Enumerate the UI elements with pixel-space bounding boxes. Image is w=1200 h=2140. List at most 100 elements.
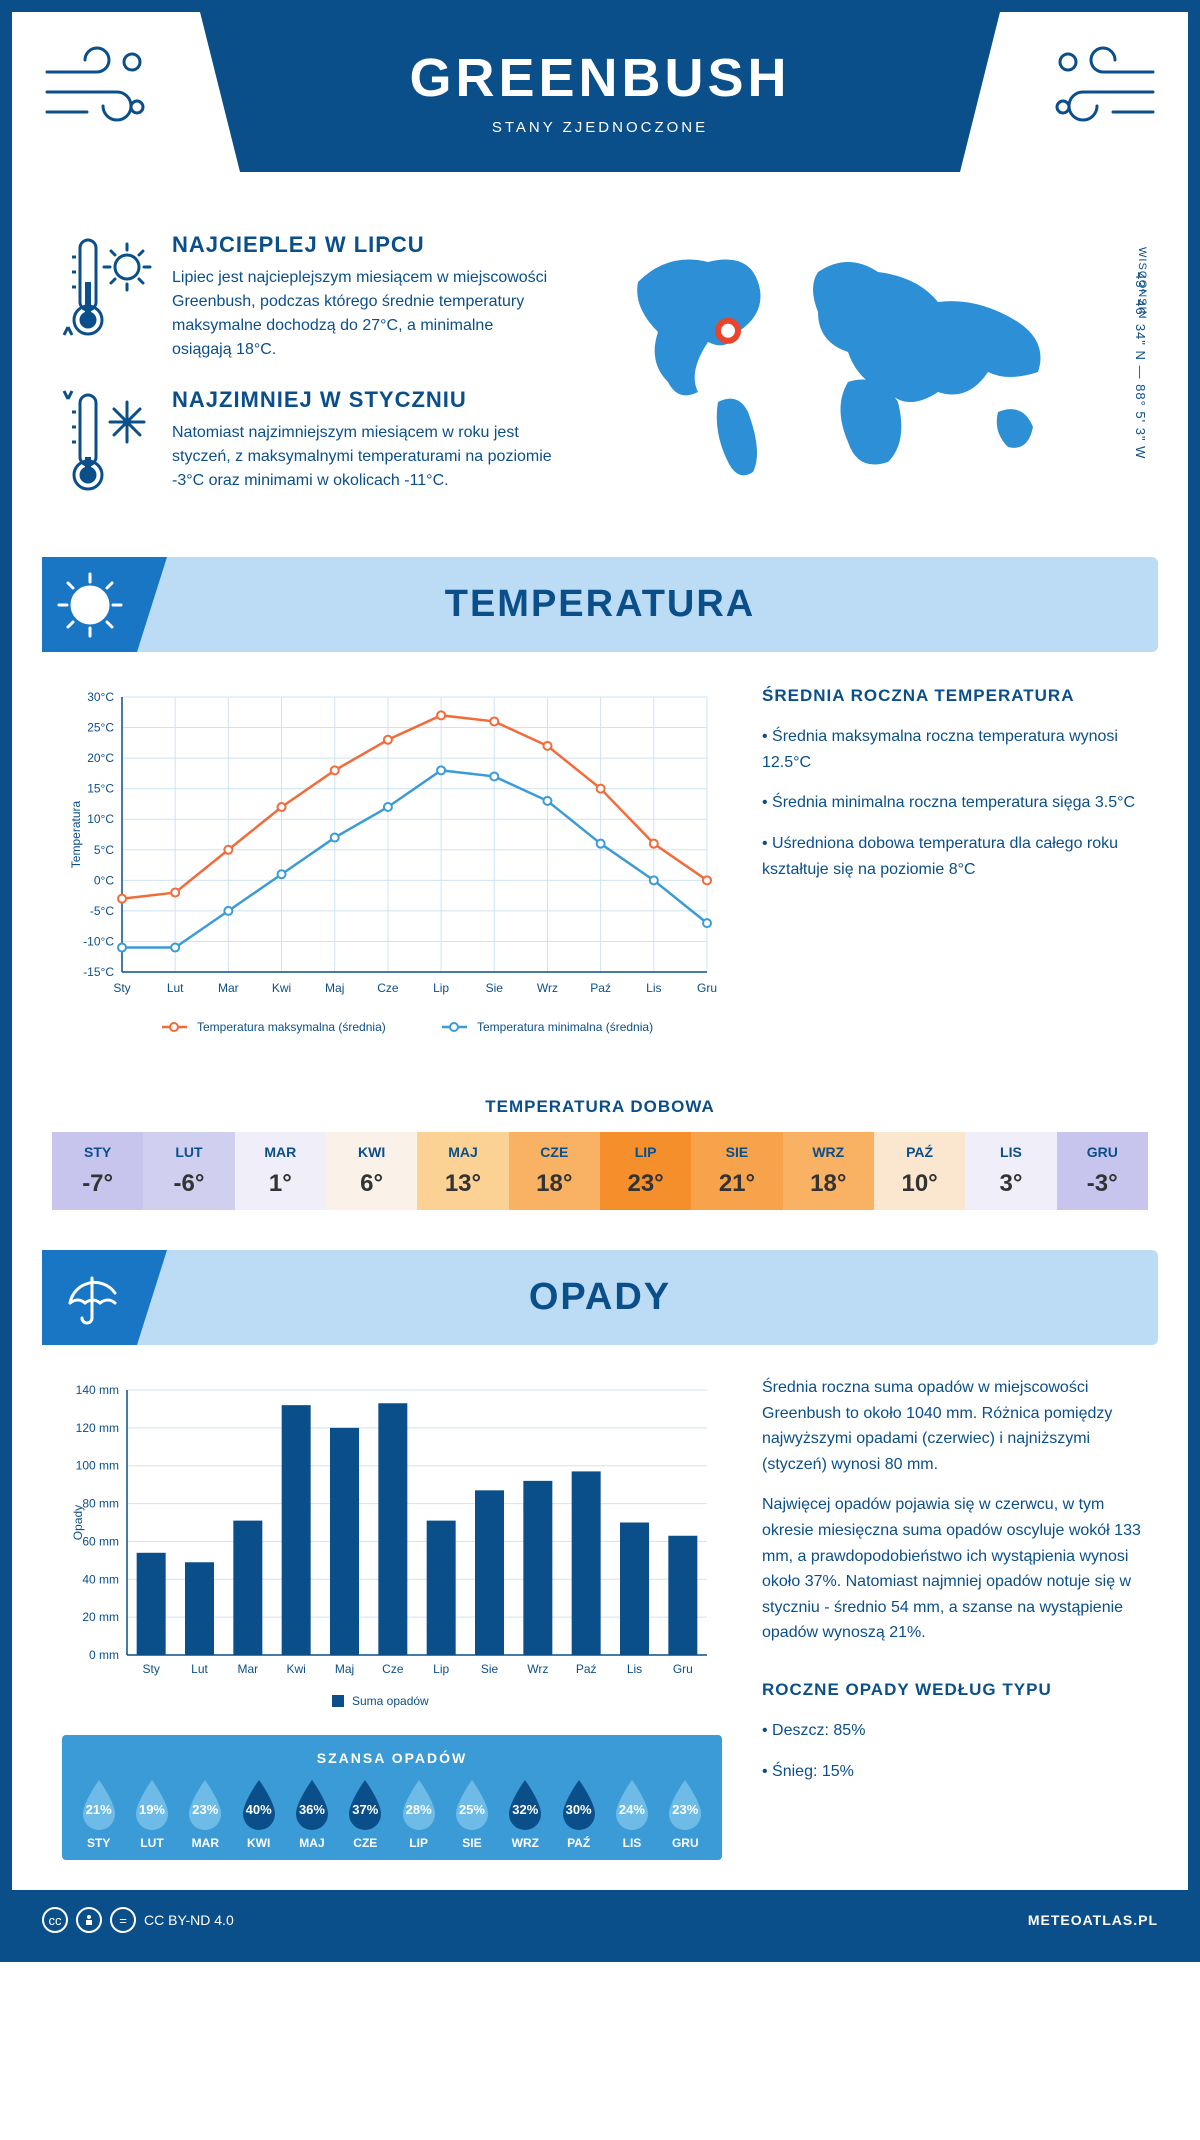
svg-text:-10°C: -10°C [83,934,114,948]
precipitation-chart: 0 mm20 mm40 mm60 mm80 mm100 mm120 mm140 … [62,1375,722,1715]
svg-text:Sty: Sty [142,1662,159,1676]
svg-text:Wrz: Wrz [527,1662,548,1676]
rain-chance-drop: 36% MAJ [285,1778,338,1850]
rain-chance-drop: 37% CZE [339,1778,392,1850]
precipitation-title: OPADY [42,1276,1158,1319]
warmest-block: NAJCIEPLEJ W LIPCU Lipiec jest najcieple… [62,232,568,362]
svg-text:20°C: 20°C [87,751,114,765]
daily-temp-title: TEMPERATURA DOBOWA [12,1097,1188,1117]
rain-chance-drop: 23% GRU [659,1778,712,1850]
daily-cell: STY-7° [52,1132,143,1210]
svg-text:140 mm: 140 mm [76,1383,119,1397]
svg-text:100 mm: 100 mm [76,1459,119,1473]
svg-text:0°C: 0°C [94,873,114,887]
country-subtitle: STANY ZJEDNOCZONE [240,119,960,136]
temp-bullet: • Średnia maksymalna roczna temperatura … [762,724,1142,775]
svg-text:Lut: Lut [191,1662,208,1676]
svg-text:Mar: Mar [218,981,239,995]
svg-text:80 mm: 80 mm [82,1497,119,1511]
footer: cc = CC BY-ND 4.0 METEOATLAS.PL [12,1890,1188,1950]
svg-text:25°C: 25°C [87,721,114,735]
svg-text:60 mm: 60 mm [82,1534,119,1548]
svg-text:Gru: Gru [697,981,717,995]
intro-section: NAJCIEPLEJ W LIPCU Lipiec jest najcieple… [12,212,1188,557]
svg-text:Sty: Sty [113,981,130,995]
svg-text:Maj: Maj [335,1662,354,1676]
svg-text:15°C: 15°C [87,782,114,796]
coldest-title: NAJZIMNIEJ W STYCZNIU [172,387,552,413]
temperature-section-header: TEMPERATURA [42,557,1158,652]
svg-text:30°C: 30°C [87,690,114,704]
svg-text:Sie: Sie [481,1662,499,1676]
daily-temp-table: STY-7°LUT-6°MAR1°KWI6°MAJ13°CZE18°LIP23°… [52,1132,1148,1210]
temperature-side-text: ŚREDNIA ROCZNA TEMPERATURA • Średnia mak… [762,682,1142,1047]
coordinates-label: 43° 46' 34" N — 88° 5' 3" W [1133,272,1148,459]
svg-text:20 mm: 20 mm [82,1610,119,1624]
city-title: GREENBUSH [240,47,960,109]
svg-text:Temperatura minimalna (średnia: Temperatura minimalna (średnia) [477,1020,653,1034]
temp-bullet: • Uśredniona dobowa temperatura dla całe… [762,831,1142,882]
license-text: CC BY-ND 4.0 [144,1912,234,1928]
svg-text:Lip: Lip [433,981,449,995]
svg-text:Cze: Cze [382,1662,404,1676]
svg-text:-15°C: -15°C [83,965,114,979]
world-map [598,232,1098,492]
svg-text:Paź: Paź [590,981,611,995]
wind-icon [42,42,152,154]
precip-type-item: • Śnieg: 15% [762,1759,1142,1785]
precipitation-chart-area: 0 mm20 mm40 mm60 mm80 mm100 mm120 mm140 … [62,1375,722,1860]
daily-cell: SIE21° [691,1132,782,1210]
precip-type-title: ROCZNE OPADY WEDŁUG TYPU [762,1676,1142,1703]
svg-text:-5°C: -5°C [90,904,114,918]
rain-chance-title: SZANSA OPADÓW [72,1750,712,1766]
svg-text:Wrz: Wrz [537,981,558,995]
sun-icon [42,557,137,652]
daily-cell: CZE18° [509,1132,600,1210]
rain-chance-panel: SZANSA OPADÓW 21% STY 19% LUT 23% MAR 40… [62,1735,722,1860]
daily-cell: KWI6° [326,1132,417,1210]
precip-paragraph: Średnia roczna suma opadów w miejscowośc… [762,1375,1142,1477]
precipitation-body: 0 mm20 mm40 mm60 mm80 mm100 mm120 mm140 … [12,1345,1188,1890]
svg-text:Lip: Lip [433,1662,449,1676]
rain-chance-drop: 23% MAR [179,1778,232,1850]
svg-text:Cze: Cze [377,981,399,995]
svg-text:Kwi: Kwi [286,1662,305,1676]
svg-text:Lis: Lis [627,1662,642,1676]
infographic-frame: GREENBUSH STANY ZJEDNOCZONE NAJCIEPLEJ W… [0,0,1200,1962]
temp-bullet: • Średnia minimalna roczna temperatura s… [762,790,1142,816]
daily-cell: LUT-6° [143,1132,234,1210]
rain-chance-drop: 24% LIS [605,1778,658,1850]
precipitation-side-text: Średnia roczna suma opadów w miejscowośc… [762,1375,1142,1799]
rain-chance-drop: 19% LUT [125,1778,178,1850]
precipitation-section-header: OPADY [42,1250,1158,1345]
rain-chance-drop: 21% STY [72,1778,125,1850]
warmest-title: NAJCIEPLEJ W LIPCU [172,232,552,258]
daily-cell: LIP23° [600,1132,691,1210]
site-name: METEOATLAS.PL [1028,1912,1158,1928]
temperature-title: TEMPERATURA [42,583,1158,626]
svg-text:Temperatura maksymalna (średni: Temperatura maksymalna (średnia) [197,1020,386,1034]
thermometer-cold-icon [62,387,152,502]
daily-cell: GRU-3° [1057,1132,1148,1210]
rain-chance-drop: 25% SIE [445,1778,498,1850]
nd-icon: = [110,1907,136,1933]
rain-chance-drop: 30% PAŹ [552,1778,605,1850]
daily-cell: LIS3° [965,1132,1056,1210]
svg-text:Lut: Lut [167,981,184,995]
umbrella-icon [42,1250,137,1345]
temperature-chart: -15°C-10°C-5°C0°C5°C10°C15°C20°C25°C30°C… [62,682,722,1047]
svg-text:Paź: Paź [576,1662,597,1676]
rain-chance-drop: 28% LIP [392,1778,445,1850]
by-icon [76,1907,102,1933]
svg-text:Gru: Gru [673,1662,693,1676]
svg-text:Kwi: Kwi [272,981,291,995]
rain-chance-drop: 40% KWI [232,1778,285,1850]
avg-temp-title: ŚREDNIA ROCZNA TEMPERATURA [762,682,1142,709]
svg-text:Maj: Maj [325,981,344,995]
rain-chance-drop: 32% WRZ [499,1778,552,1850]
coldest-text: Natomiast najzimniejszym miesiącem w rok… [172,421,552,493]
svg-text:Lis: Lis [646,981,661,995]
svg-text:0 mm: 0 mm [89,1648,119,1662]
daily-cell: PAŹ10° [874,1132,965,1210]
wind-icon [1048,42,1158,154]
